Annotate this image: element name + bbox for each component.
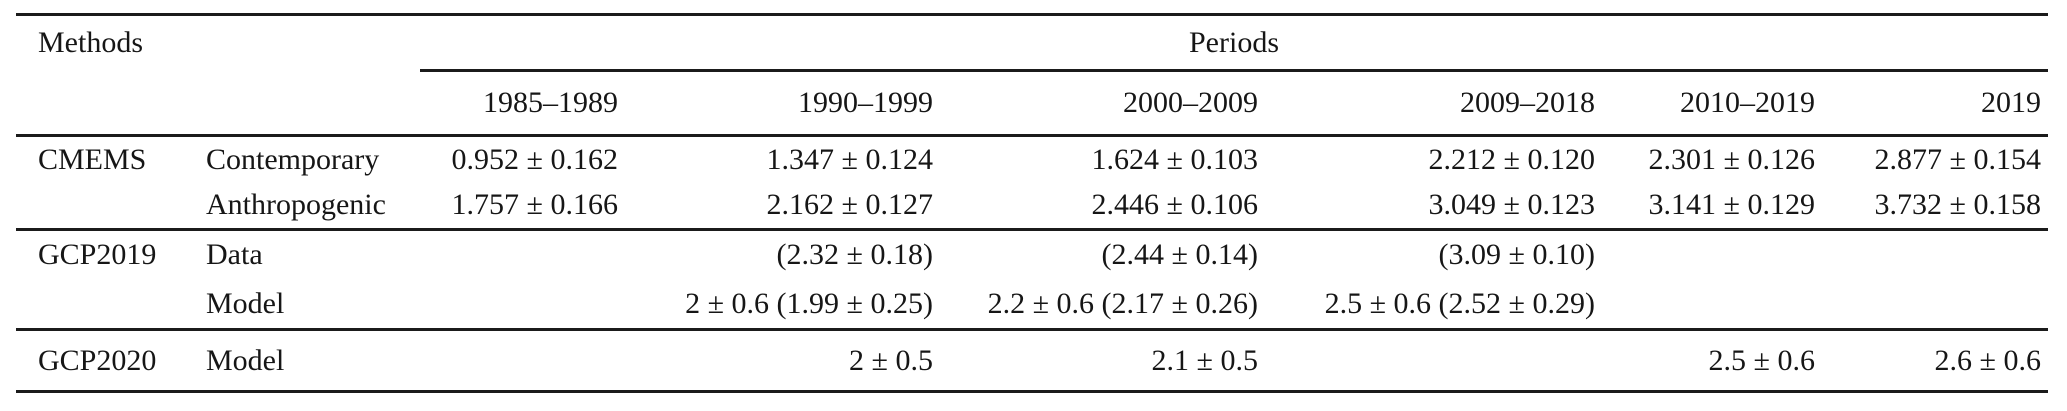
variant-cell-model: Model — [206, 329, 420, 393]
value-cell — [1602, 279, 1822, 331]
periods-group-header: Periods — [420, 13, 2048, 72]
row-gcp2020-model: GCP2020 Model 2 ± 0.5 2.1 ± 0.5 2.5 ± 0.… — [16, 329, 2048, 393]
value-cell: 2.5 ± 0.6 — [1602, 329, 1822, 393]
value-cell: 2.6 ± 0.6 — [1822, 329, 2048, 393]
value-cell — [1822, 279, 2048, 331]
variant-cell-anthropogenic: Anthropogenic — [206, 182, 420, 231]
header-row-periods: 1985–1989 1990–1999 2000–2009 2009–2018 … — [16, 70, 2048, 137]
header-spacer-cell — [16, 70, 420, 137]
value-cell — [1822, 230, 2048, 280]
value-cell: 2.212 ± 0.120 — [1428, 142, 1595, 176]
methods-periods-table: Methods Periods 1985–1989 1990–1999 2000… — [16, 13, 2048, 393]
methods-column-header: Methods — [16, 13, 420, 71]
row-gcp2019-model: Model 2 ± 0.6 (1.99 ± 0.25) 2.2 ± 0.6 (2… — [16, 279, 2048, 331]
method-spacer-cell — [16, 279, 206, 331]
value-cell: 2 ± 0.6 (1.99 ± 0.25) — [625, 279, 940, 331]
method-cell-cmems: CMEMS — [38, 142, 147, 176]
row-gcp2019-data: GCP2019 Data (2.32 ± 0.18) (2.44 ± 0.14)… — [16, 230, 2048, 280]
value-cell: 3.049 ± 0.123 — [1265, 182, 1602, 231]
period-header-2019: 2019 — [1822, 70, 2048, 137]
value-cell — [1602, 230, 1822, 280]
value-cell: 2.301 ± 0.126 — [1648, 142, 1815, 176]
value-cell — [1265, 329, 1602, 393]
row-cmems-contemporary: CMEMS Contemporary 0.952 ± 0.162 1.347 ±… — [16, 136, 2048, 183]
period-header-1985-1989: 1985–1989 — [420, 70, 625, 137]
period-header-1990-1999: 1990–1999 — [625, 70, 940, 137]
value-cell: 2.5 ± 0.6 (2.52 ± 0.29) — [1265, 279, 1602, 331]
value-cell — [420, 329, 625, 393]
method-spacer-cell — [16, 182, 206, 231]
value-cell: (2.32 ± 0.18) — [776, 238, 933, 272]
variant-cell-data: Data — [206, 238, 263, 272]
value-cell: 3.141 ± 0.129 — [1602, 182, 1822, 231]
header-row-top: Methods Periods — [16, 13, 2048, 72]
value-cell: 2.446 ± 0.106 — [940, 182, 1265, 231]
value-cell: 2.162 ± 0.127 — [625, 182, 940, 231]
value-cell: (2.44 ± 0.14) — [1101, 238, 1258, 272]
value-cell: 2.1 ± 0.5 — [940, 329, 1265, 393]
value-cell — [420, 230, 625, 280]
value-cell: 1.624 ± 0.103 — [1091, 142, 1258, 176]
method-cell-gcp2020: GCP2020 — [16, 329, 206, 393]
variant-cell-model: Model — [206, 279, 420, 331]
period-header-2009-2018: 2009–2018 — [1265, 70, 1602, 137]
value-cell: 2 ± 0.5 — [625, 329, 940, 393]
variant-cell-contemporary: Contemporary — [206, 142, 380, 176]
row-cmems-anthropogenic: Anthropogenic 1.757 ± 0.166 2.162 ± 0.12… — [16, 182, 2048, 231]
value-cell: 2.877 ± 0.154 — [1874, 142, 2041, 176]
value-cell: 1.347 ± 0.124 — [766, 142, 933, 176]
value-cell: 0.952 ± 0.162 — [451, 142, 618, 176]
value-cell: 2.2 ± 0.6 (2.17 ± 0.26) — [940, 279, 1265, 331]
method-cell-gcp2019: GCP2019 — [38, 238, 157, 272]
value-cell — [420, 279, 625, 331]
value-cell: 3.732 ± 0.158 — [1822, 182, 2048, 231]
period-header-2010-2019: 2010–2019 — [1602, 70, 1822, 137]
value-cell: 1.757 ± 0.166 — [420, 182, 625, 231]
period-header-2000-2009: 2000–2009 — [940, 70, 1265, 137]
value-cell: (3.09 ± 0.10) — [1438, 238, 1595, 272]
